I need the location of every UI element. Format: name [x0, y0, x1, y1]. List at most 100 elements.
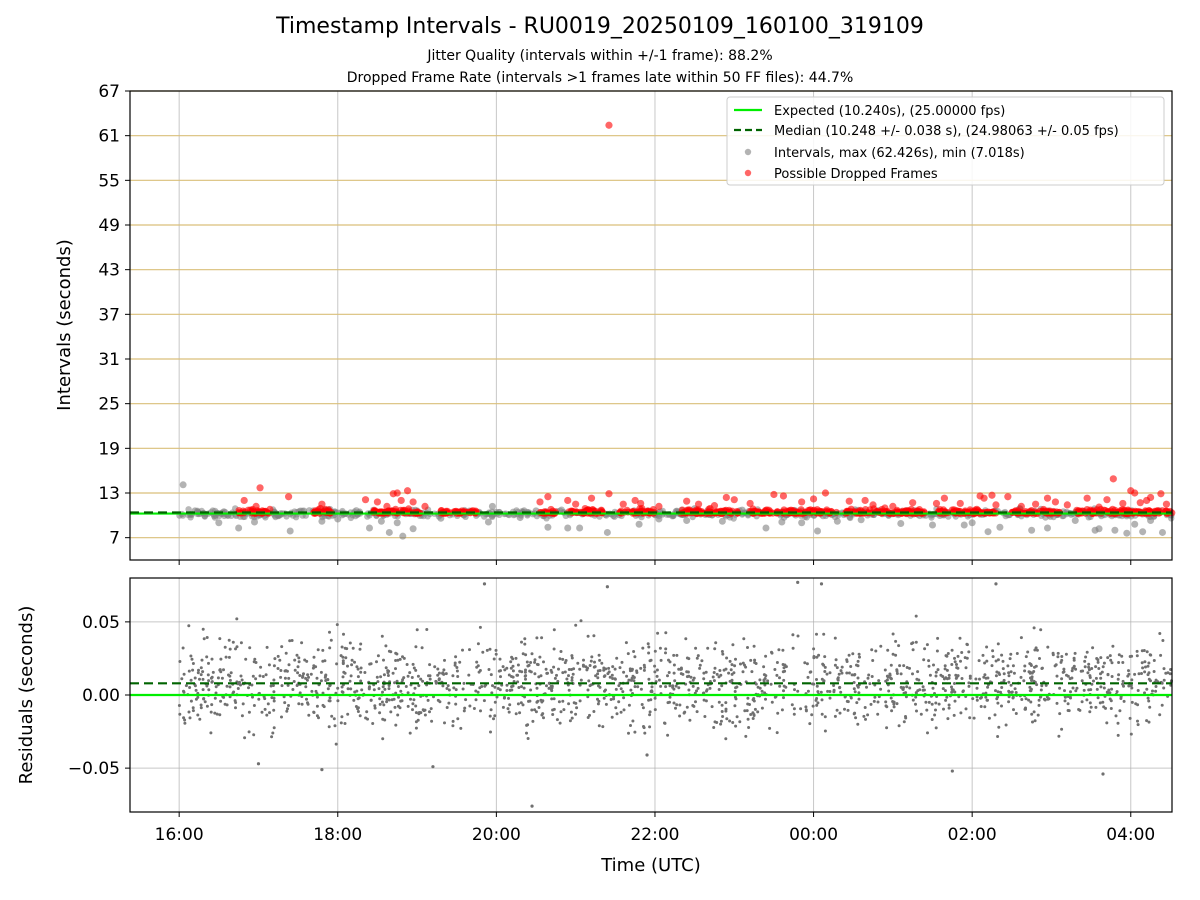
residual-point [642, 726, 646, 730]
residual-point [1147, 671, 1151, 675]
residual-point [629, 688, 633, 692]
residual-point [414, 726, 418, 730]
residual-point [340, 690, 344, 694]
interval-point [968, 519, 976, 527]
residual-point [189, 699, 193, 703]
interval-point [611, 513, 618, 520]
residual-point [733, 664, 737, 668]
residual-point [743, 663, 746, 667]
residual-point [1154, 689, 1158, 693]
residual-point [341, 675, 345, 679]
residual-point [770, 700, 774, 704]
residual-point [1087, 688, 1091, 692]
residual-point [647, 645, 651, 649]
residual-point [194, 688, 198, 692]
residual-point [452, 686, 456, 690]
residual-point [850, 673, 854, 677]
residual-point [934, 701, 938, 705]
residual-point [857, 691, 861, 695]
residual-point [592, 710, 596, 713]
residual-point [632, 650, 636, 653]
residual-point [1072, 656, 1076, 660]
residual-point [426, 698, 430, 702]
residual-point [901, 688, 905, 691]
residual-point [1164, 671, 1168, 675]
residual-point [985, 698, 989, 702]
residual-point [1087, 668, 1091, 672]
residual-point [344, 656, 348, 660]
residual-point [210, 680, 214, 684]
x-tick-label-4: 00:00 [789, 825, 838, 845]
residual-point [414, 704, 418, 708]
residual-point [650, 690, 654, 694]
residual-point [550, 684, 554, 688]
residual-point [1109, 658, 1113, 662]
residual-point [614, 706, 618, 710]
residual-point [353, 690, 357, 694]
residual-point [934, 726, 938, 730]
residual-point [926, 731, 929, 735]
residual-point [392, 697, 396, 701]
residual-point [1095, 657, 1099, 660]
residual-point [712, 671, 716, 674]
residual-point [190, 657, 194, 661]
residual-point [743, 709, 747, 713]
residual-point [414, 668, 418, 672]
residual-point [442, 672, 446, 676]
residual-point [713, 666, 717, 670]
residual-point [679, 666, 683, 670]
residual-point [406, 704, 410, 708]
residual-point [287, 704, 290, 707]
residual-point [472, 707, 476, 710]
residual-point [719, 719, 723, 723]
residual-point [792, 707, 796, 711]
top-ytick-label-4: 31 [98, 350, 120, 370]
residual-point [691, 704, 695, 707]
residual-point [939, 673, 943, 677]
residual-point [1120, 654, 1124, 658]
residual-point [876, 712, 880, 716]
residual-point [613, 667, 617, 671]
residual-point [746, 702, 750, 706]
residual-point [178, 660, 182, 663]
residual-point [718, 669, 722, 672]
residual-point [547, 686, 551, 690]
residual-point [447, 701, 451, 705]
residual-point [1066, 702, 1070, 706]
dropped-frame-point [564, 496, 572, 505]
x-tick-label-2: 20:00 [472, 825, 521, 845]
residual-point [346, 664, 349, 668]
residual-point [1007, 700, 1011, 704]
residual-point [855, 701, 859, 705]
residual-point [1000, 704, 1003, 708]
residual-point [576, 661, 580, 665]
residual-point [489, 708, 493, 712]
residual-point [702, 671, 706, 675]
residual-point [952, 713, 956, 717]
residual-point [975, 698, 979, 702]
residual-point [756, 710, 760, 714]
residual-point [570, 716, 574, 720]
residual-point [1169, 668, 1173, 671]
residual-point [1168, 672, 1172, 676]
residual-point [921, 685, 925, 689]
residual-point [965, 642, 969, 646]
residual-point [778, 684, 782, 688]
residual-point [272, 664, 276, 668]
legend-entry-1: Median (10.248 +/- 0.038 s), (24.98063 +… [774, 124, 1119, 139]
residual-point [531, 719, 535, 723]
residual-point [731, 643, 735, 647]
residual-point [240, 714, 244, 718]
dropped-frame-point [256, 484, 264, 492]
residual-point [476, 642, 480, 646]
residual-point [549, 687, 553, 691]
residual-point [524, 653, 528, 657]
residual-point [1090, 667, 1094, 670]
residual-point [488, 714, 492, 718]
dropped-frame-point [373, 498, 382, 506]
residual-point [1144, 665, 1147, 669]
residual-point [1080, 679, 1084, 683]
residual-point [764, 697, 767, 701]
residual-point [252, 733, 256, 737]
residual-point [600, 661, 604, 665]
